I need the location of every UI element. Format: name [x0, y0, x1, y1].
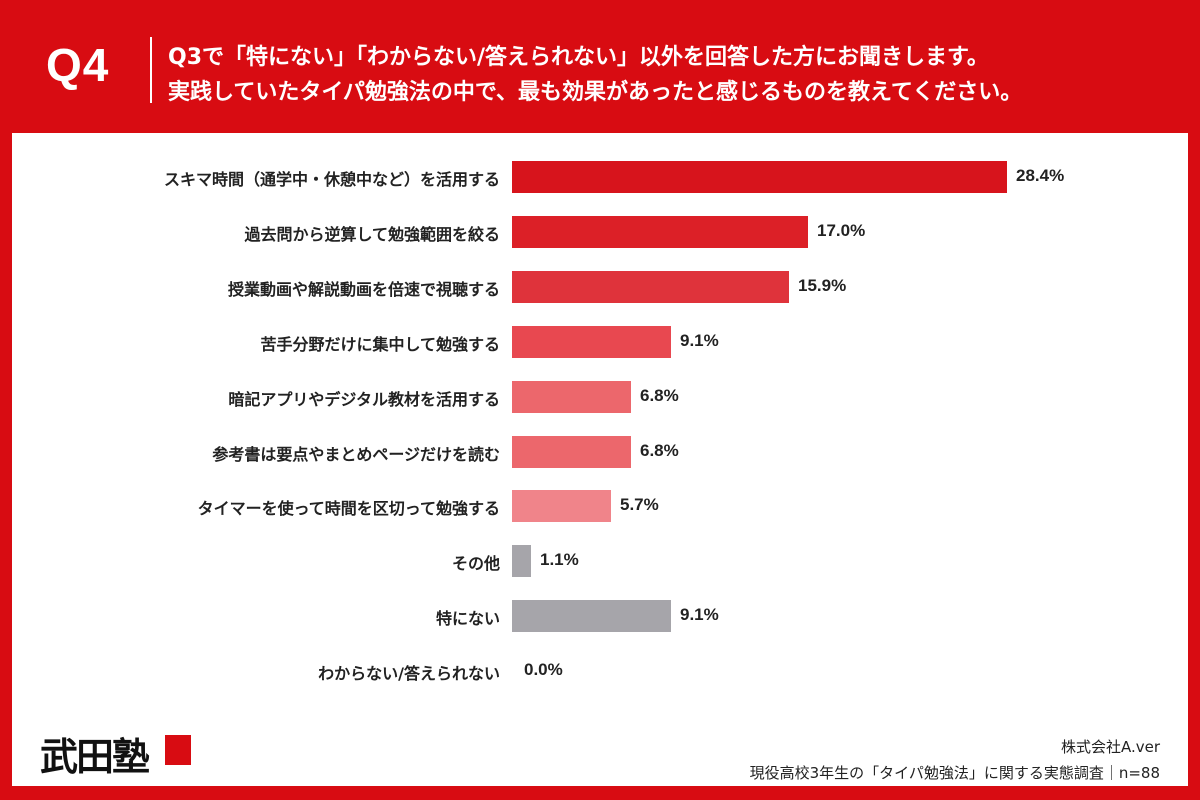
value-label: 9.1%: [680, 605, 719, 625]
category-label: 授業動画や解説動画を倍速で視聴する: [227, 279, 500, 299]
value-label: 6.8%: [640, 385, 679, 405]
value-label: 28.4%: [1016, 166, 1065, 185]
category-label: わからない/答えられない: [318, 664, 500, 684]
category-label: 特にない: [435, 609, 500, 629]
bar: [512, 215, 808, 248]
bar: [512, 270, 789, 303]
question-number: Q4: [46, 39, 110, 91]
category-label: 苦手分野だけに集中して勉強する: [260, 334, 500, 354]
category-label: その他: [451, 554, 500, 574]
question-header: Q4 Q3で「特にない」「わからない/答えられない」以外を回答した方にお聞きしま…: [0, 0, 1200, 133]
category-label: タイマーを使って時間を区切って勉強する: [197, 499, 500, 519]
value-label: 0.0%: [524, 660, 563, 680]
value-label: 9.1%: [680, 330, 719, 350]
bar: [512, 545, 531, 578]
question-text-line-1: Q3で「特にない」「わからない/答えられない」以外を回答した方にお聞きします。: [168, 45, 989, 70]
bar: [512, 380, 631, 413]
logo-tagline: 日本初！授業をしない。: [34, 708, 167, 722]
survey-caption: 現役高校3年生の「タイパ勉強法」に関する実態調査｜n=88: [749, 764, 1160, 782]
category-label: スキマ時間（通学中・休憩中など）を活用する: [163, 170, 500, 189]
bar: [512, 490, 611, 523]
logo-wordmark: 武田塾: [40, 734, 150, 779]
takeda-juku-logo: 日本初！授業をしない。 武田塾: [34, 706, 194, 786]
bar: [512, 435, 631, 468]
question-text-line-2: 実践していたタイパ勉強法の中で、最も効果があったと感じるものを教えてください。: [168, 80, 1023, 105]
company-name: 株式会社A.ver: [1060, 738, 1160, 756]
category-label: 過去問から逆算して勉強範囲を絞る: [244, 224, 500, 244]
category-label: 参考書は要点やまとめページだけを読む: [212, 444, 500, 464]
bar: [512, 600, 671, 633]
category-label: 暗記アプリやデジタル教材を活用する: [228, 389, 500, 409]
value-label: 15.9%: [798, 275, 847, 295]
value-label: 5.7%: [620, 495, 659, 515]
bar: [512, 161, 1007, 193]
value-label: 17.0%: [817, 220, 866, 240]
logo-stamp-icon: [164, 734, 192, 766]
header-divider: [150, 37, 152, 103]
bar: [512, 325, 671, 358]
value-label: 1.1%: [540, 550, 579, 570]
value-label: 6.8%: [640, 440, 679, 460]
